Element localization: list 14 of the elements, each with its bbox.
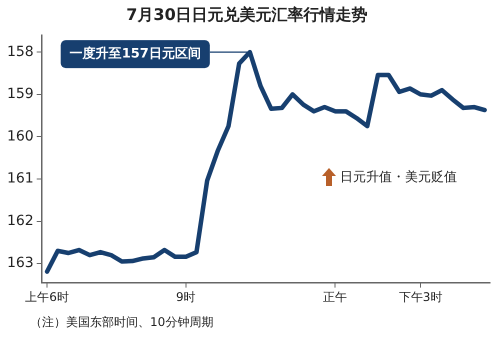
y-tick-label: 163 [6, 255, 34, 272]
y-tick-label: 162 [6, 212, 34, 229]
y-tick-label: 158 [6, 44, 34, 60]
x-tick-label: 下午3时 [398, 290, 442, 304]
x-tick-label: 上午6时 [25, 290, 69, 304]
text: （注）美国东部时间、10分钟周期 [30, 314, 214, 331]
y-tick-label: 159 [6, 86, 34, 102]
x-tick-label: 正午 [323, 290, 348, 304]
annotation: 日元升值・美元贬值 [340, 169, 457, 186]
x-tick-label: 9时 [176, 290, 196, 304]
annotation: 一度升至157日元区间 [70, 45, 201, 62]
y-tick-label: 160 [6, 128, 34, 144]
chart-title: 7月30日日元兑美元汇率行情走势 [126, 4, 368, 24]
y-tick-label: 161 [6, 170, 34, 187]
